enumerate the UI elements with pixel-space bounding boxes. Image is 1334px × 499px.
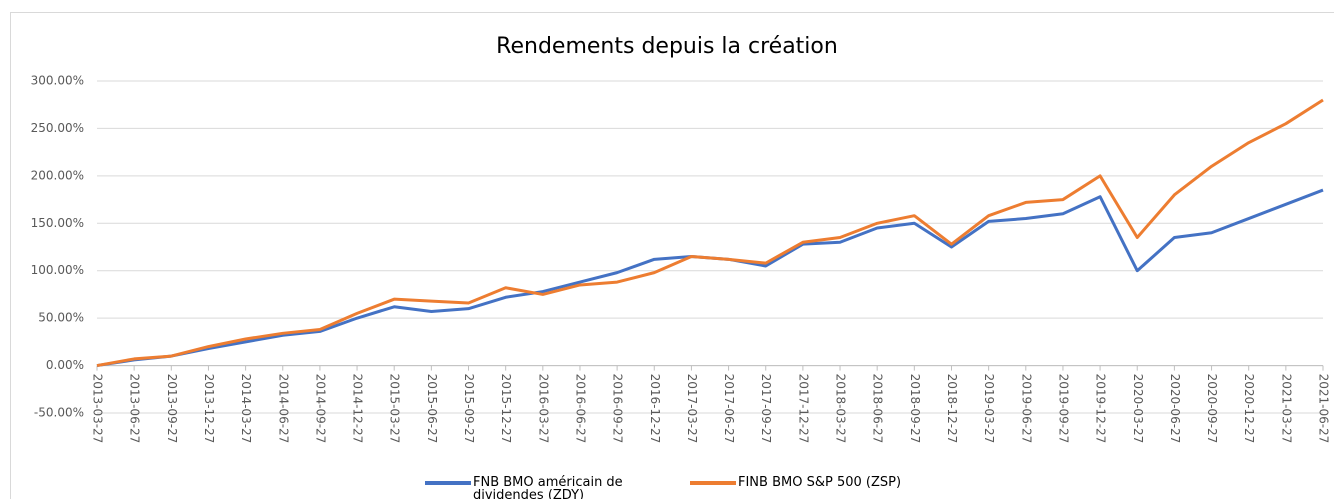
x-tick-label: 2020-06-27 — [1168, 374, 1182, 444]
x-tick-label: 2019-06-27 — [1019, 374, 1033, 444]
x-tick-label: 2015-03-27 — [388, 374, 402, 444]
y-tick-label: 100.00% — [31, 263, 84, 277]
x-tick-label: 2021-06-27 — [1317, 374, 1331, 444]
x-tick-label: 2016-09-27 — [611, 374, 625, 444]
x-tick-label: 2015-09-27 — [462, 374, 476, 444]
x-tick-label: 2017-06-27 — [722, 374, 736, 444]
chart-title: Rendements depuis la création — [496, 34, 838, 59]
x-tick-label: 2017-12-27 — [796, 374, 810, 444]
x-tick-label: 2020-03-27 — [1131, 374, 1145, 444]
x-tick-label: 2018-12-27 — [945, 374, 959, 444]
x-tick-label: 2015-12-27 — [499, 374, 513, 444]
x-tick-label: 2014-09-27 — [313, 374, 327, 444]
x-tick-label: 2014-03-27 — [239, 374, 253, 444]
x-tick-label: 2018-03-27 — [834, 374, 848, 444]
legend-swatch — [690, 481, 736, 485]
y-tick-label: 200.00% — [31, 168, 84, 182]
x-tick-label: 2019-03-27 — [982, 374, 996, 444]
legend-entry: FINB BMO S&P 500 (ZSP) — [690, 476, 958, 489]
x-tick-label: 2017-03-27 — [685, 374, 699, 444]
x-tick-label: 2014-06-27 — [276, 374, 290, 444]
legend-label: FNB BMO américain de dividendes (ZDY) — [473, 475, 623, 499]
x-tick-label: 2016-12-27 — [648, 374, 662, 444]
x-tick-label: 2021-03-27 — [1279, 374, 1293, 444]
x-tick-label: 2013-03-27 — [91, 374, 105, 444]
legend-swatch — [425, 481, 471, 485]
y-tick-label: 250.00% — [31, 121, 84, 135]
x-tick-label: 2020-09-27 — [1205, 374, 1219, 444]
series-line — [96, 98, 1324, 368]
x-tick-label: 2013-09-27 — [165, 374, 179, 444]
x-tick-label: 2017-09-27 — [759, 374, 773, 444]
y-tick-label: 50.00% — [38, 311, 84, 325]
x-tick-label: 2016-06-27 — [573, 374, 587, 444]
x-tick-label: 2018-06-27 — [871, 374, 885, 444]
y-tick-label: 0.00% — [46, 358, 84, 372]
chart-border — [10, 12, 1334, 499]
x-tick-label: 2018-09-27 — [908, 374, 922, 444]
y-tick-label: -50.00% — [34, 406, 84, 420]
y-tick-label: 300.00% — [31, 74, 84, 88]
x-tick-label: 2013-12-27 — [202, 374, 216, 444]
x-tick-label: 2016-03-27 — [536, 374, 550, 444]
y-tick-label: 150.00% — [31, 216, 84, 230]
legend-label: FINB BMO S&P 500 (ZSP) — [738, 475, 902, 490]
x-tick-label: 2019-12-27 — [1094, 374, 1108, 444]
x-tick-label: 2014-12-27 — [351, 374, 365, 444]
legend-entry: FNB BMO américain de dividendes (ZDY) — [425, 476, 643, 499]
x-tick-label: 2020-12-27 — [1242, 374, 1256, 444]
x-tick-label: 2013-06-27 — [128, 374, 142, 444]
x-tick-label: 2015-06-27 — [425, 374, 439, 444]
x-tick-label: 2019-09-27 — [1056, 374, 1070, 444]
